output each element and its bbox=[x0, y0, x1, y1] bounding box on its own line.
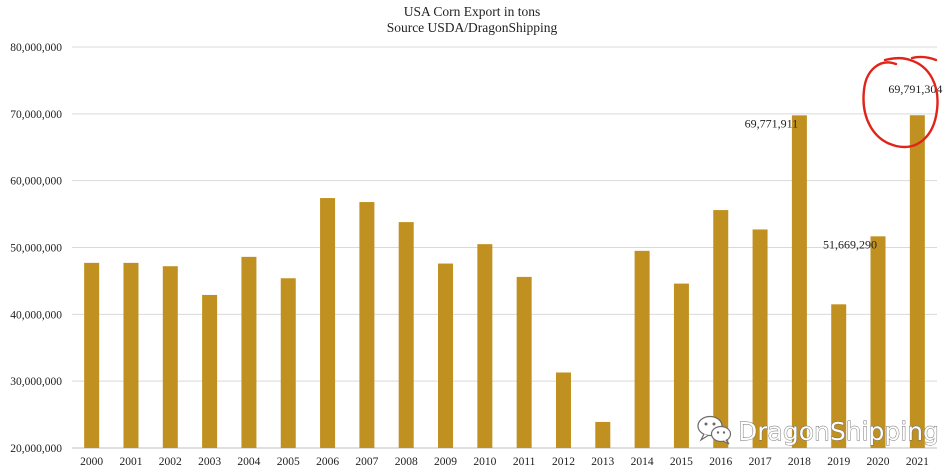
bar-2016 bbox=[713, 210, 729, 448]
x-tick-label: 2005 bbox=[277, 456, 300, 468]
y-tick-label: 70,000,000 bbox=[10, 109, 62, 121]
bar-2002 bbox=[162, 266, 178, 448]
x-tick-label: 2000 bbox=[80, 456, 103, 468]
x-tick-label: 2016 bbox=[709, 456, 732, 468]
y-tick-label: 40,000,000 bbox=[10, 309, 62, 321]
bars bbox=[84, 115, 925, 448]
y-tick-label: 20,000,000 bbox=[10, 443, 62, 455]
bar-2007 bbox=[359, 202, 375, 448]
bar-2017 bbox=[752, 229, 768, 448]
y-tick-label: 80,000,000 bbox=[10, 42, 62, 54]
x-tick-label: 2019 bbox=[827, 456, 850, 468]
x-tick-label: 2003 bbox=[198, 456, 221, 468]
x-tick-label: 2017 bbox=[749, 456, 772, 468]
bar-2009 bbox=[438, 263, 454, 448]
y-tick-label: 50,000,000 bbox=[10, 243, 62, 255]
x-tick-label: 2004 bbox=[237, 456, 260, 468]
x-tick-label: 2012 bbox=[552, 456, 575, 468]
data-labels: 69,771,911 51,669,290 69,791,304 bbox=[745, 82, 943, 251]
x-tick-label: 2008 bbox=[395, 456, 418, 468]
annotation bbox=[862, 55, 939, 149]
bar-2014 bbox=[634, 250, 650, 448]
x-tick-label: 2011 bbox=[513, 456, 536, 468]
bar-2010 bbox=[477, 244, 493, 448]
bar-2005 bbox=[280, 278, 296, 448]
bar-2008 bbox=[398, 222, 414, 448]
x-tick-label: 2006 bbox=[316, 456, 339, 468]
x-tick-label: 2009 bbox=[434, 456, 457, 468]
x-tick-label: 2021 bbox=[906, 456, 929, 468]
y-axis-tick-labels: 20,000,000 30,000,000 40,000,000 50,000,000… bbox=[10, 42, 62, 455]
data-label-2021: 69,791,304 bbox=[888, 82, 942, 96]
x-tick-label: 2007 bbox=[355, 456, 378, 468]
bar-2019 bbox=[831, 304, 847, 448]
x-tick-label: 2015 bbox=[670, 456, 693, 468]
watermark-text: DragonShipping bbox=[738, 417, 939, 446]
wechat-icon bbox=[697, 415, 732, 445]
y-tick-label: 60,000,000 bbox=[10, 176, 62, 188]
x-tick-label: 2001 bbox=[119, 456, 142, 468]
bar-2006 bbox=[320, 198, 336, 448]
bar-2020 bbox=[870, 236, 886, 448]
bar-2021 bbox=[909, 115, 925, 448]
bar-2012 bbox=[555, 372, 571, 448]
bar-2003 bbox=[202, 294, 218, 448]
x-axis-tick-labels: 2000 2001 2002 2003 2004 2005 2006 2007 2008 2009… bbox=[80, 456, 929, 468]
data-label-2018: 69,771,911 bbox=[745, 116, 799, 130]
chart-title: USA Corn Export in tons bbox=[404, 4, 541, 19]
chart-subtitle: Source USDA/DragonShipping bbox=[387, 20, 558, 35]
x-tick-label: 2002 bbox=[159, 456, 182, 468]
x-tick-label: 2010 bbox=[473, 456, 496, 468]
bar-2004 bbox=[241, 256, 257, 448]
grid-lines bbox=[72, 46, 937, 449]
x-tick-label: 2014 bbox=[631, 456, 654, 468]
data-label-2020: 51,669,290 bbox=[823, 237, 877, 251]
bar-2011 bbox=[516, 276, 532, 448]
bar-2015 bbox=[673, 283, 689, 448]
bar-2001 bbox=[123, 262, 139, 448]
x-tick-label: 2020 bbox=[867, 456, 890, 468]
bar-2013 bbox=[595, 421, 611, 448]
bar-2000 bbox=[84, 262, 100, 448]
x-tick-label: 2018 bbox=[788, 456, 811, 468]
y-tick-label: 30,000,000 bbox=[10, 376, 62, 388]
red-circle-annotation bbox=[862, 55, 939, 149]
x-tick-label: 2013 bbox=[591, 456, 614, 468]
bar-2018 bbox=[791, 115, 807, 448]
watermark: DragonShipping bbox=[697, 415, 939, 446]
